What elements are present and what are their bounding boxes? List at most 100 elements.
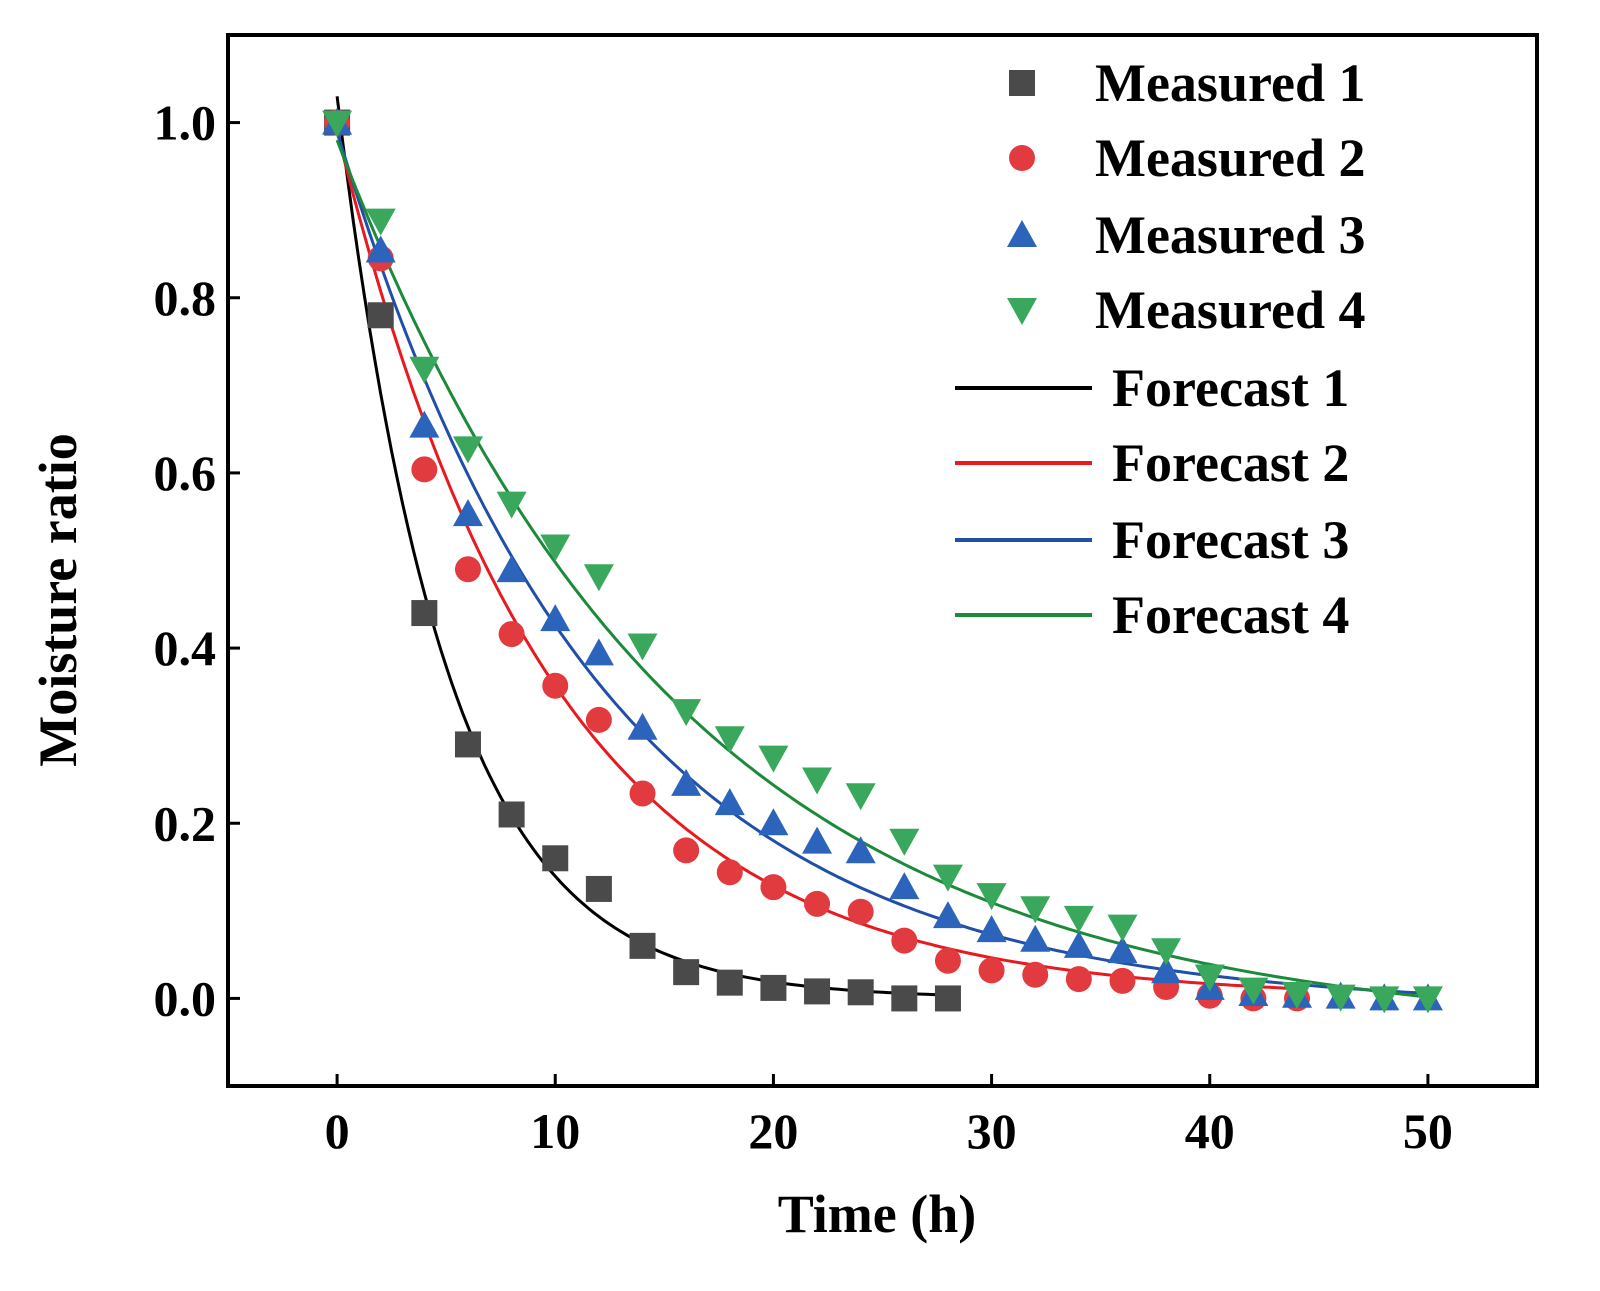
legend-label: Forecast 2 bbox=[1112, 433, 1349, 493]
legend-label: Measured 1 bbox=[1095, 53, 1365, 113]
data-point bbox=[1238, 977, 1269, 1005]
data-point bbox=[1022, 961, 1049, 988]
data-point bbox=[1065, 966, 1092, 993]
y-tick-label: 0.6 bbox=[154, 445, 217, 501]
x-tick-label: 0 bbox=[325, 1103, 350, 1159]
data-point bbox=[1151, 956, 1182, 984]
data-point bbox=[409, 356, 440, 384]
x-tick-label: 10 bbox=[530, 1103, 580, 1159]
data-point bbox=[1107, 936, 1138, 964]
data-point bbox=[1063, 905, 1094, 933]
data-point bbox=[365, 208, 396, 236]
legend: Measured 1 Measured 2 Measured 3 Measured 4… bbox=[955, 53, 1365, 645]
data-point bbox=[802, 767, 833, 795]
data-point bbox=[1107, 914, 1138, 942]
measured-series-1 bbox=[324, 109, 961, 1012]
data-point bbox=[629, 932, 656, 959]
data-point bbox=[454, 731, 481, 758]
legend-label: Forecast 4 bbox=[1112, 585, 1349, 645]
y-axis-title: Moisture ratio bbox=[28, 433, 88, 766]
legend-label: Forecast 1 bbox=[1112, 358, 1349, 418]
data-point bbox=[671, 699, 702, 727]
y-tick-label: 0.2 bbox=[154, 795, 217, 851]
data-point bbox=[889, 828, 920, 856]
data-point bbox=[627, 633, 658, 661]
data-point bbox=[891, 985, 918, 1012]
data-point bbox=[847, 898, 874, 925]
x-tick-label: 50 bbox=[1403, 1103, 1453, 1159]
data-point bbox=[1109, 967, 1136, 994]
data-point bbox=[804, 978, 831, 1005]
data-point bbox=[322, 110, 353, 138]
data-point bbox=[1194, 964, 1225, 992]
data-point bbox=[367, 302, 394, 329]
data-point bbox=[411, 600, 438, 627]
data-point bbox=[976, 915, 1007, 943]
data-point bbox=[934, 985, 961, 1012]
data-point bbox=[1020, 896, 1051, 924]
legend-marker-1 bbox=[1009, 70, 1035, 96]
data-point bbox=[496, 555, 527, 583]
data-point bbox=[889, 872, 920, 900]
y-tick-label: 0.8 bbox=[154, 270, 217, 326]
data-point bbox=[452, 499, 483, 527]
data-point bbox=[627, 712, 658, 740]
y-tick-label: 0.0 bbox=[154, 970, 217, 1026]
measured-series-4 bbox=[322, 110, 1443, 1014]
data-point bbox=[496, 491, 527, 519]
data-point bbox=[583, 564, 614, 592]
data-point bbox=[932, 864, 963, 892]
data-point bbox=[716, 969, 743, 996]
x-axis-title: Time (h) bbox=[778, 1184, 977, 1244]
data-point bbox=[716, 859, 743, 886]
data-point bbox=[758, 808, 789, 836]
data-point bbox=[585, 875, 612, 902]
data-point bbox=[542, 672, 569, 699]
y-tick-label: 0.4 bbox=[154, 620, 217, 676]
data-point bbox=[540, 604, 571, 632]
data-point bbox=[758, 745, 789, 773]
x-tick-label: 30 bbox=[967, 1103, 1017, 1159]
data-point bbox=[454, 556, 481, 583]
data-point bbox=[845, 836, 876, 864]
data-point bbox=[540, 534, 571, 562]
data-point bbox=[673, 959, 700, 986]
legend-marker-2 bbox=[1009, 145, 1035, 171]
y-tick-label: 1.0 bbox=[154, 95, 217, 151]
series-layer bbox=[322, 96, 1443, 1014]
forecast-line-4 bbox=[335, 139, 1429, 999]
data-point bbox=[585, 706, 612, 733]
data-point bbox=[1020, 924, 1051, 952]
data-point bbox=[409, 410, 440, 438]
legend-label: Measured 4 bbox=[1095, 280, 1365, 340]
data-point bbox=[978, 957, 1005, 984]
legend-label: Forecast 3 bbox=[1112, 510, 1349, 570]
data-point bbox=[760, 874, 787, 901]
data-point bbox=[804, 890, 831, 917]
data-point bbox=[498, 801, 525, 828]
data-point bbox=[714, 788, 745, 816]
data-point bbox=[934, 947, 961, 974]
legend-marker-3 bbox=[1007, 220, 1037, 247]
x-tick-label: 40 bbox=[1185, 1103, 1235, 1159]
data-point bbox=[845, 783, 876, 811]
data-point bbox=[1151, 938, 1182, 966]
data-point bbox=[932, 901, 963, 929]
data-point bbox=[714, 726, 745, 754]
x-tick-label: 20 bbox=[748, 1103, 798, 1159]
legend-label: Measured 3 bbox=[1095, 205, 1365, 265]
data-point bbox=[891, 927, 918, 954]
data-point bbox=[629, 780, 656, 807]
data-point bbox=[847, 979, 874, 1006]
data-point bbox=[411, 456, 438, 483]
data-point bbox=[760, 974, 787, 1001]
data-point bbox=[1325, 984, 1356, 1012]
data-point bbox=[1282, 982, 1313, 1010]
data-point bbox=[1412, 986, 1443, 1014]
data-point bbox=[542, 845, 569, 872]
legend-label: Measured 2 bbox=[1095, 128, 1365, 188]
data-point bbox=[673, 837, 700, 864]
data-point bbox=[498, 621, 525, 648]
plot-frame bbox=[226, 33, 1539, 1088]
